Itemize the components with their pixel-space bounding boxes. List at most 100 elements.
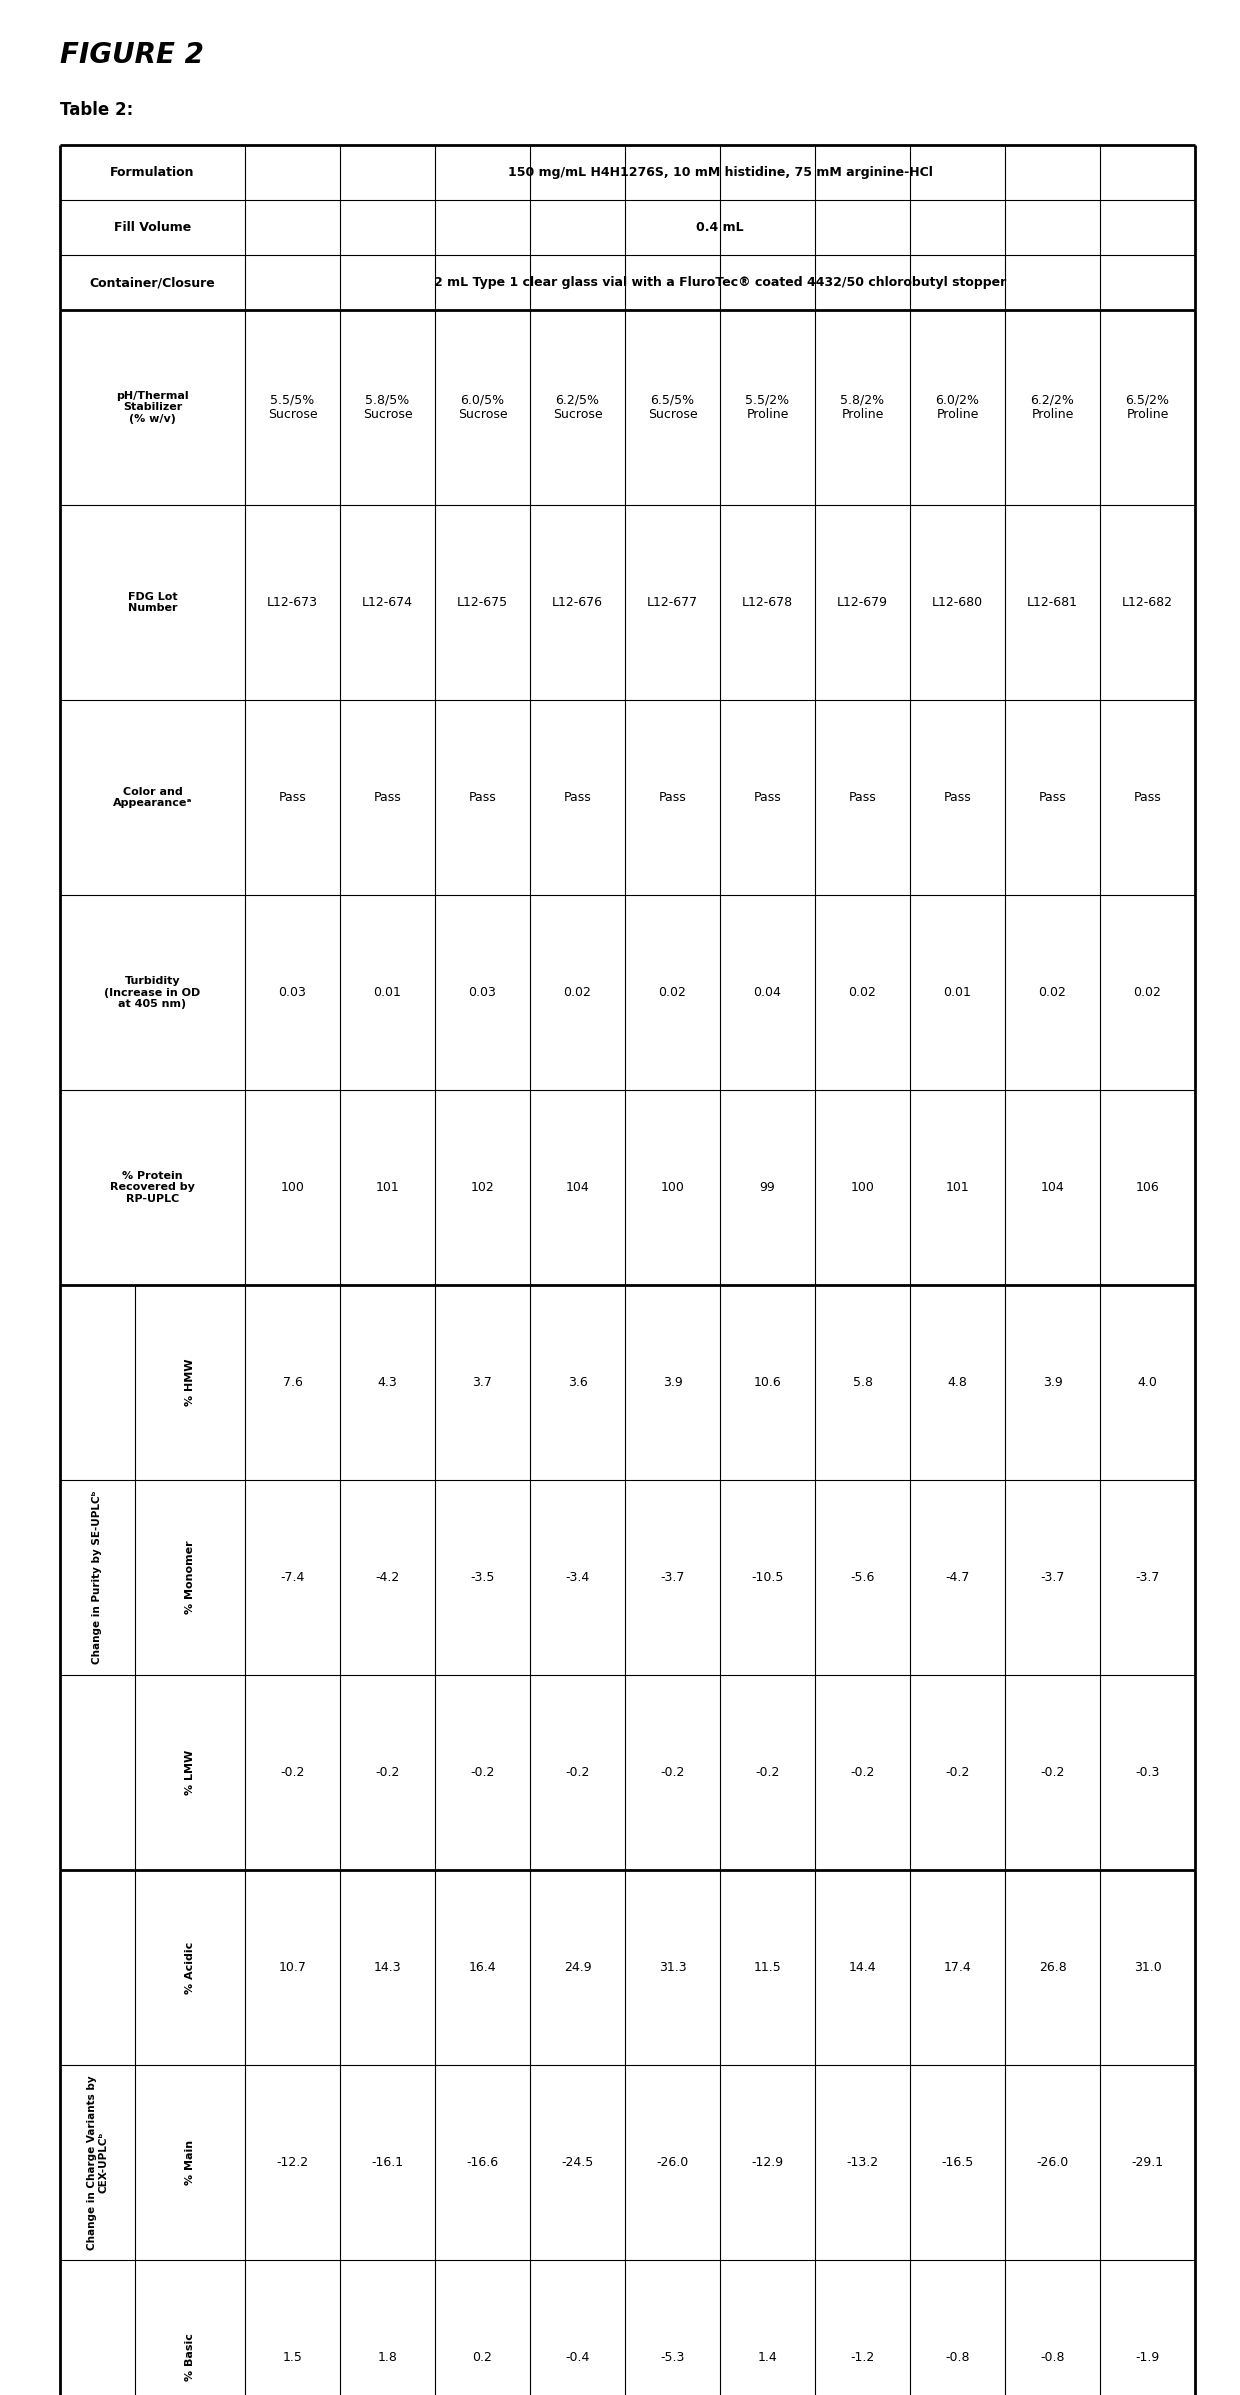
Text: -26.0: -26.0 <box>1037 2156 1069 2170</box>
Text: -16.5: -16.5 <box>941 2156 973 2170</box>
Text: 100: 100 <box>280 1181 305 1195</box>
Text: -4.2: -4.2 <box>376 1571 399 1583</box>
Text: Pass: Pass <box>469 790 496 805</box>
Text: 17.4: 17.4 <box>944 1962 971 1973</box>
Text: Pass: Pass <box>754 790 781 805</box>
Text: L12-679: L12-679 <box>837 596 888 608</box>
Text: -0.4: -0.4 <box>565 2352 590 2364</box>
Text: L12-680: L12-680 <box>932 596 983 608</box>
Text: 6.0/5%
Sucrose: 6.0/5% Sucrose <box>458 393 507 422</box>
Text: L12-681: L12-681 <box>1027 596 1078 608</box>
Text: -0.2: -0.2 <box>470 1765 495 1779</box>
Text: % HMW: % HMW <box>185 1358 195 1406</box>
Text: -24.5: -24.5 <box>562 2156 594 2170</box>
Text: 7.6: 7.6 <box>283 1377 303 1389</box>
Text: 0.02: 0.02 <box>1039 987 1066 999</box>
Text: 1.8: 1.8 <box>377 2352 398 2364</box>
Text: L12-678: L12-678 <box>742 596 794 608</box>
Text: 0.02: 0.02 <box>658 987 687 999</box>
Text: -16.1: -16.1 <box>372 2156 403 2170</box>
Text: FDG Lot
Number: FDG Lot Number <box>128 592 177 613</box>
Text: -0.8: -0.8 <box>1040 2352 1065 2364</box>
Text: 5.8/5%
Sucrose: 5.8/5% Sucrose <box>362 393 413 422</box>
Text: -5.3: -5.3 <box>661 2352 684 2364</box>
Text: 14.4: 14.4 <box>848 1962 877 1973</box>
Text: -3.7: -3.7 <box>1040 1571 1065 1583</box>
Text: 150 mg/mL H4H1276S, 10 mM histidine, 75 mM arginine-HCl: 150 mg/mL H4H1276S, 10 mM histidine, 75 … <box>507 165 932 180</box>
Text: 26.8: 26.8 <box>1039 1962 1066 1973</box>
Text: L12-677: L12-677 <box>647 596 698 608</box>
Text: -3.7: -3.7 <box>1136 1571 1159 1583</box>
Text: pH/Thermal
Stabilizer
(% w/v): pH/Thermal Stabilizer (% w/v) <box>117 390 188 424</box>
Text: FIGURE 2: FIGURE 2 <box>60 41 203 69</box>
Text: 100: 100 <box>661 1181 684 1195</box>
Text: 102: 102 <box>471 1181 495 1195</box>
Text: -3.7: -3.7 <box>661 1571 684 1583</box>
Text: -0.3: -0.3 <box>1136 1765 1159 1779</box>
Text: 3.9: 3.9 <box>662 1377 682 1389</box>
Text: 2 mL Type 1 clear glass vial with a FluroTec® coated 4432/50 chlorobutyl stopper: 2 mL Type 1 clear glass vial with a Flur… <box>434 275 1006 290</box>
Text: L12-675: L12-675 <box>456 596 508 608</box>
Text: -29.1: -29.1 <box>1131 2156 1163 2170</box>
Text: 104: 104 <box>1040 1181 1064 1195</box>
Text: 106: 106 <box>1136 1181 1159 1195</box>
Text: 10.7: 10.7 <box>279 1962 306 1973</box>
Text: -1.9: -1.9 <box>1136 2352 1159 2364</box>
Text: 5.5/5%
Sucrose: 5.5/5% Sucrose <box>268 393 317 422</box>
Text: -0.2: -0.2 <box>376 1765 399 1779</box>
Text: -0.2: -0.2 <box>945 1765 970 1779</box>
Text: 1.5: 1.5 <box>283 2352 303 2364</box>
Text: -16.6: -16.6 <box>466 2156 498 2170</box>
Text: Pass: Pass <box>848 790 877 805</box>
Text: % Basic: % Basic <box>185 2333 195 2381</box>
Text: 0.03: 0.03 <box>279 987 306 999</box>
Text: -12.9: -12.9 <box>751 2156 784 2170</box>
Text: 101: 101 <box>376 1181 399 1195</box>
Text: 3.9: 3.9 <box>1043 1377 1063 1389</box>
Text: -10.5: -10.5 <box>751 1571 784 1583</box>
Text: 4.3: 4.3 <box>378 1377 397 1389</box>
Text: 31.3: 31.3 <box>658 1962 686 1973</box>
Text: 3.7: 3.7 <box>472 1377 492 1389</box>
Text: 6.5/5%
Sucrose: 6.5/5% Sucrose <box>647 393 697 422</box>
Text: 6.5/2%
Proline: 6.5/2% Proline <box>1126 393 1169 422</box>
Text: 1.4: 1.4 <box>758 2352 777 2364</box>
Text: 4.0: 4.0 <box>1137 1377 1157 1389</box>
Text: Pass: Pass <box>944 790 971 805</box>
Text: 0.02: 0.02 <box>848 987 877 999</box>
Text: -0.2: -0.2 <box>280 1765 305 1779</box>
Text: Container/Closure: Container/Closure <box>89 275 216 290</box>
Text: % Acidic: % Acidic <box>185 1942 195 1993</box>
Text: -0.2: -0.2 <box>1040 1765 1065 1779</box>
Text: Color and
Appearanceᵃ: Color and Appearanceᵃ <box>113 786 192 807</box>
Text: -0.2: -0.2 <box>661 1765 684 1779</box>
Text: -26.0: -26.0 <box>656 2156 688 2170</box>
Text: 3.6: 3.6 <box>568 1377 588 1389</box>
Text: -0.8: -0.8 <box>945 2352 970 2364</box>
Text: Pass: Pass <box>564 790 591 805</box>
Text: 5.8: 5.8 <box>853 1377 873 1389</box>
Text: 0.02: 0.02 <box>1133 987 1162 999</box>
Text: 0.02: 0.02 <box>563 987 591 999</box>
Text: 14.3: 14.3 <box>373 1962 402 1973</box>
Text: % LMW: % LMW <box>185 1751 195 1796</box>
Text: -7.4: -7.4 <box>280 1571 305 1583</box>
Text: Change in Charge Variants by
CEX-UPLCᵇ: Change in Charge Variants by CEX-UPLCᵇ <box>87 2074 108 2249</box>
Text: L12-676: L12-676 <box>552 596 603 608</box>
Text: % Monomer: % Monomer <box>185 1540 195 1614</box>
Text: Table 2:: Table 2: <box>60 101 133 120</box>
Text: 0.2: 0.2 <box>472 2352 492 2364</box>
Text: % Protein
Recovered by
RP-UPLC: % Protein Recovered by RP-UPLC <box>110 1171 195 1205</box>
Text: 0.01: 0.01 <box>944 987 971 999</box>
Text: 16.4: 16.4 <box>469 1962 496 1973</box>
Text: Formulation: Formulation <box>110 165 195 180</box>
Text: 104: 104 <box>565 1181 589 1195</box>
Text: 0.4 mL: 0.4 mL <box>696 220 744 235</box>
Text: 0.03: 0.03 <box>469 987 496 999</box>
Text: L12-682: L12-682 <box>1122 596 1173 608</box>
Text: -0.2: -0.2 <box>755 1765 780 1779</box>
Text: -13.2: -13.2 <box>847 2156 879 2170</box>
Text: Turbidity
(Increase in OD
at 405 nm): Turbidity (Increase in OD at 405 nm) <box>104 975 201 1008</box>
Text: % Main: % Main <box>185 2141 195 2184</box>
Text: -3.5: -3.5 <box>470 1571 495 1583</box>
